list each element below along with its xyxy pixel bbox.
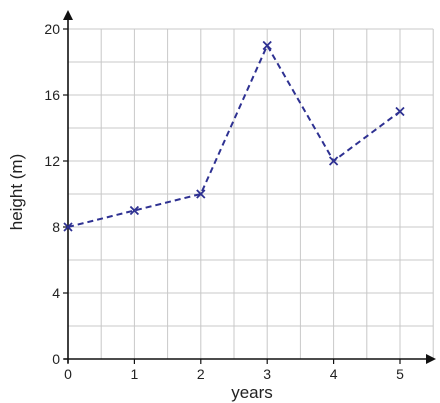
data-point	[196, 189, 206, 199]
y-tick-label: 16	[44, 87, 60, 103]
x-axis-arrow	[426, 354, 436, 364]
data-point-mark	[262, 40, 272, 51]
axes	[63, 10, 436, 364]
x-tick-label: 0	[64, 366, 72, 382]
data-point-mark	[129, 205, 140, 216]
y-tick-label: 8	[52, 219, 60, 235]
data-point-mark	[328, 156, 339, 166]
data-point	[262, 40, 272, 51]
x-axis-title: years	[231, 383, 273, 402]
data-point	[63, 222, 73, 232]
data-point	[395, 106, 405, 117]
y-axis-arrow	[63, 10, 73, 20]
y-tick-label: 12	[44, 153, 60, 169]
series	[63, 40, 405, 232]
x-tick-label: 3	[263, 366, 271, 382]
y-tick-label: 4	[52, 285, 60, 301]
x-tick-label: 4	[330, 366, 338, 382]
y-tick-label: 20	[44, 21, 60, 37]
x-tick-label: 2	[197, 366, 205, 382]
data-point-mark	[63, 222, 73, 232]
data-point-mark	[395, 106, 405, 117]
x-tick-label: 5	[396, 366, 404, 382]
x-tick-label: 1	[131, 366, 139, 382]
y-axis-title: height (m)	[7, 154, 26, 231]
data-point	[328, 156, 339, 166]
data-point	[129, 205, 140, 216]
data-point-mark	[196, 189, 206, 199]
grid	[68, 28, 434, 359]
y-tick-label: 0	[52, 351, 60, 367]
